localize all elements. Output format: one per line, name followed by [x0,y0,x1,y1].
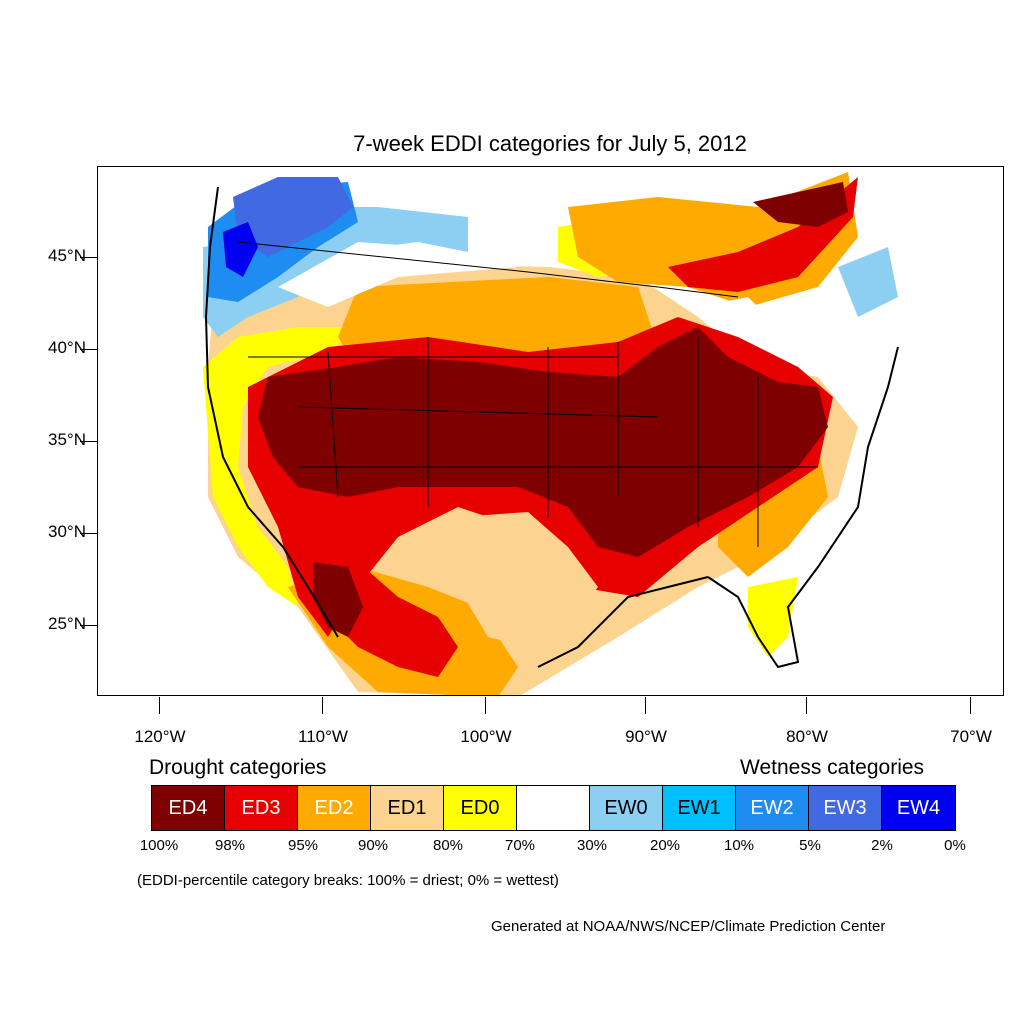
lat-tick [80,625,97,626]
region-ed4-canada [753,182,848,227]
lon-label-90w: 90°W [625,727,667,746]
region-ed0-southeast [748,577,798,657]
break-label: 2% [871,837,893,854]
eddi-map-canvas [203,172,899,695]
break-label: 5% [799,837,821,854]
lon-tick [485,697,486,714]
region-ed1-texas [438,512,598,647]
region-ew4-coast [223,222,258,277]
coastlines [204,186,899,669]
legend-ed2: ED2 [298,786,371,830]
category-note: (EDDI-percentile category breaks: 100% =… [137,872,559,889]
drought-heading: Drought categories [149,756,327,779]
lat-tick [80,533,97,534]
legend-near-normal [517,786,590,830]
lon-tick [322,697,323,714]
break-label: 0% [944,837,966,854]
break-label: 100% [139,837,179,854]
legend-colorbar: ED4 ED3 ED2 ED1 ED0 EW0 EW1 EW2 EW3 EW4 [151,785,956,831]
legend-ed0: ED0 [444,786,517,830]
break-label: 20% [649,837,681,854]
legend-ew2: EW2 [736,786,809,830]
map-title: 7-week EDDI categories for July 5, 2012 [353,131,747,156]
region-ew0-northeast [838,247,898,317]
credit-line: Generated at NOAA/NWS/NCEP/Climate Predi… [491,918,886,935]
lon-label-120w: 120°W [134,727,186,746]
legend-ed3: ED3 [225,786,298,830]
break-label: 70% [504,837,536,854]
lon-tick [806,697,807,714]
region-ed0-west [203,327,358,607]
break-label: 10% [723,837,755,854]
legend-ed4: ED4 [152,786,225,830]
lat-tick [80,257,97,258]
region-ew3-northwest [233,177,353,257]
break-label: 80% [432,837,464,854]
wetness-heading: Wetness categories [740,756,925,779]
state-boundaries [237,241,818,547]
region-ed3-canada [668,177,858,292]
eddi-map [97,166,1004,696]
lon-tick [645,697,646,714]
lat-label-25n: 25°N [48,614,86,633]
lon-label-80w: 80°W [786,727,828,746]
legend-ed1: ED1 [371,786,444,830]
lon-label-100w: 100°W [460,727,512,746]
region-ed4-mexico [313,562,363,637]
break-label: 95% [287,837,319,854]
region-white-northeast [698,297,778,337]
lat-label-45n: 45°N [48,246,86,265]
break-label: 30% [576,837,608,854]
break-label: 98% [214,837,246,854]
lat-tick [80,441,97,442]
legend-ew3: EW3 [809,786,882,830]
lat-tick [80,349,97,350]
lon-label-110w: 110°W [298,727,348,746]
lon-tick [970,697,971,714]
legend-ew0: EW0 [590,786,663,830]
lat-label-30n: 30°N [48,522,86,541]
legend-ew1: EW1 [663,786,736,830]
lon-label-70w: 70°W [950,727,992,746]
region-ed4-core [258,327,828,557]
region-white-north [278,242,518,307]
break-label: 90% [357,837,389,854]
lat-label-35n: 35°N [48,430,86,449]
legend-ew4: EW4 [882,786,955,830]
lon-tick [159,697,160,714]
lat-label-40n: 40°N [48,338,86,357]
